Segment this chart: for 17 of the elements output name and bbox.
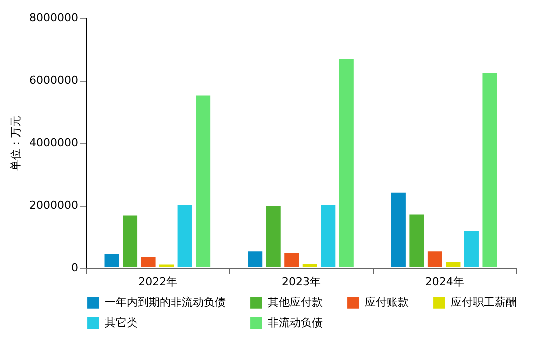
y-tick-label: 8000000 <box>30 12 78 24</box>
y-tick-label: 2000000 <box>30 199 78 212</box>
legend-label: 一年内到期的非流动负债 <box>105 296 226 309</box>
legend-label: 应付职工薪酬 <box>451 296 517 309</box>
bar <box>247 250 264 268</box>
legend-label: 其他应付款 <box>268 296 323 309</box>
x-tick-label: 2022年 <box>138 276 178 288</box>
x-tick-label: 2024年 <box>425 276 464 288</box>
legend-label: 其它类 <box>105 316 138 330</box>
legend-label: 非流动负债 <box>268 316 323 330</box>
x-tick-label: 2023年 <box>282 276 321 288</box>
y-axis-title: 单位：万元 <box>10 116 23 171</box>
y-tick-label: 0 <box>72 262 78 274</box>
y-tick-label: 4000000 <box>30 136 78 150</box>
y-tick-label: 6000000 <box>30 74 78 87</box>
legend-label: 应付账款 <box>365 296 409 309</box>
bar <box>338 58 355 268</box>
